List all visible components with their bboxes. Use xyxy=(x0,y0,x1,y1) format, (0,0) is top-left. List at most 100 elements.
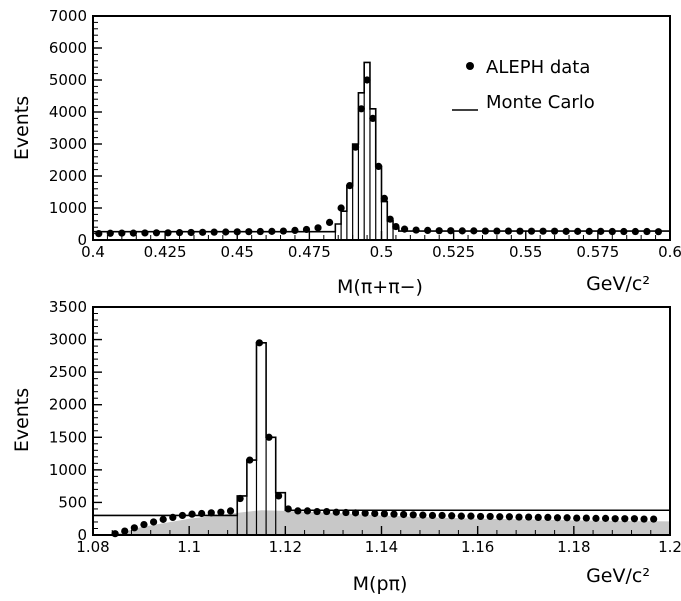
data-point xyxy=(470,227,478,235)
data-point xyxy=(380,194,388,202)
data-point xyxy=(631,227,639,236)
y-tick-label: 1000 xyxy=(49,461,87,479)
y-tick-label: 1500 xyxy=(49,428,87,446)
data-point xyxy=(601,514,610,522)
data-point xyxy=(303,507,312,515)
data-point xyxy=(246,456,254,464)
data-point xyxy=(419,511,427,519)
data-point xyxy=(275,492,283,500)
y-tick-label: 2500 xyxy=(49,363,87,381)
data-point xyxy=(236,494,244,503)
data-point xyxy=(268,227,276,235)
data-point xyxy=(563,514,571,522)
data-point xyxy=(188,510,196,518)
data-point xyxy=(438,511,446,520)
x-tick-label: 0.55 xyxy=(509,243,542,261)
bottom-panel: 1.08 1.1 1.12 1.14 1.16 1.18 1.2 0 500 1000 1500 20… xyxy=(11,298,681,595)
x-tick-label: 1.08 xyxy=(76,538,109,556)
data-point xyxy=(573,514,581,522)
x-axis-label: M(π+π−) xyxy=(337,276,423,298)
data-point xyxy=(284,505,292,513)
data-point xyxy=(294,507,302,515)
data-point xyxy=(435,227,443,235)
x-tick-label: 0.5 xyxy=(370,243,394,261)
x-tick-label: 0.575 xyxy=(576,243,619,261)
data-point xyxy=(325,218,334,226)
data-point xyxy=(392,222,400,231)
data-point xyxy=(457,512,465,520)
data-point xyxy=(504,227,513,235)
data-point xyxy=(255,339,263,347)
data-point xyxy=(323,507,331,516)
data-point xyxy=(592,514,600,522)
data-point xyxy=(611,515,619,523)
data-point xyxy=(313,507,321,516)
data-point xyxy=(118,229,126,237)
data-point xyxy=(95,230,103,238)
data-point xyxy=(371,509,379,518)
data-point xyxy=(481,227,489,235)
data-point xyxy=(291,226,299,234)
data-point xyxy=(130,524,138,532)
y-tick-label: 1000 xyxy=(49,199,87,217)
data-point xyxy=(551,227,559,235)
x-tick-label: 1.1 xyxy=(177,538,201,556)
data-point xyxy=(187,228,195,237)
data-point xyxy=(210,228,218,236)
plot-frame xyxy=(92,306,671,536)
data-point xyxy=(265,433,273,441)
data-point xyxy=(400,225,409,233)
x-tick-label: 0.475 xyxy=(288,243,331,261)
data-point xyxy=(630,515,639,523)
x-tick-label: 0.45 xyxy=(221,243,254,261)
data-point xyxy=(198,509,206,518)
y-tick-label: 5000 xyxy=(49,71,87,89)
data-point xyxy=(375,162,383,170)
data-point xyxy=(525,513,533,521)
x-axis-unit: GeV/c² xyxy=(586,565,650,587)
data-point xyxy=(428,511,437,520)
y-tick-label: 2000 xyxy=(49,167,87,185)
data-point xyxy=(302,225,311,234)
data-point xyxy=(178,511,187,520)
data-point xyxy=(226,507,235,515)
data-point xyxy=(140,520,148,529)
x-tick-label: 0.6 xyxy=(658,243,681,261)
x-tick-label: 1.16 xyxy=(461,538,494,556)
data-point xyxy=(447,227,455,235)
data-point xyxy=(129,229,137,237)
data-point xyxy=(650,515,658,523)
data-point xyxy=(164,229,172,237)
data-point xyxy=(467,512,475,520)
data-point xyxy=(515,513,523,521)
data-point xyxy=(245,228,253,236)
data-point xyxy=(621,515,629,523)
data-point xyxy=(256,227,264,236)
data-point xyxy=(361,509,369,517)
data-point xyxy=(351,143,360,151)
data-point xyxy=(337,204,345,212)
data-point xyxy=(106,229,114,237)
data-point xyxy=(199,228,207,236)
data-point xyxy=(342,508,350,517)
legend-label-mc: Monte Carlo xyxy=(486,92,595,113)
data-point xyxy=(363,76,371,84)
data-point xyxy=(222,228,230,236)
data-point xyxy=(332,508,340,516)
data-point xyxy=(654,228,663,236)
x-axis-label: M(pπ) xyxy=(353,573,408,595)
y-tick-label: 4000 xyxy=(49,103,87,121)
data-point xyxy=(585,227,593,235)
y-tick-label: 2000 xyxy=(49,396,87,414)
y-tick-label: 0 xyxy=(77,526,87,544)
x-tick-label: 0.425 xyxy=(144,243,187,261)
y-tick-label: 3000 xyxy=(49,331,87,349)
data-point xyxy=(314,224,322,232)
data-point xyxy=(351,509,360,517)
data-point xyxy=(390,510,398,518)
legend-data-marker xyxy=(466,62,474,70)
background-area xyxy=(112,510,670,535)
legend-label-data: ALEPH data xyxy=(486,57,590,78)
data-point xyxy=(505,513,514,521)
data-point xyxy=(279,227,288,235)
